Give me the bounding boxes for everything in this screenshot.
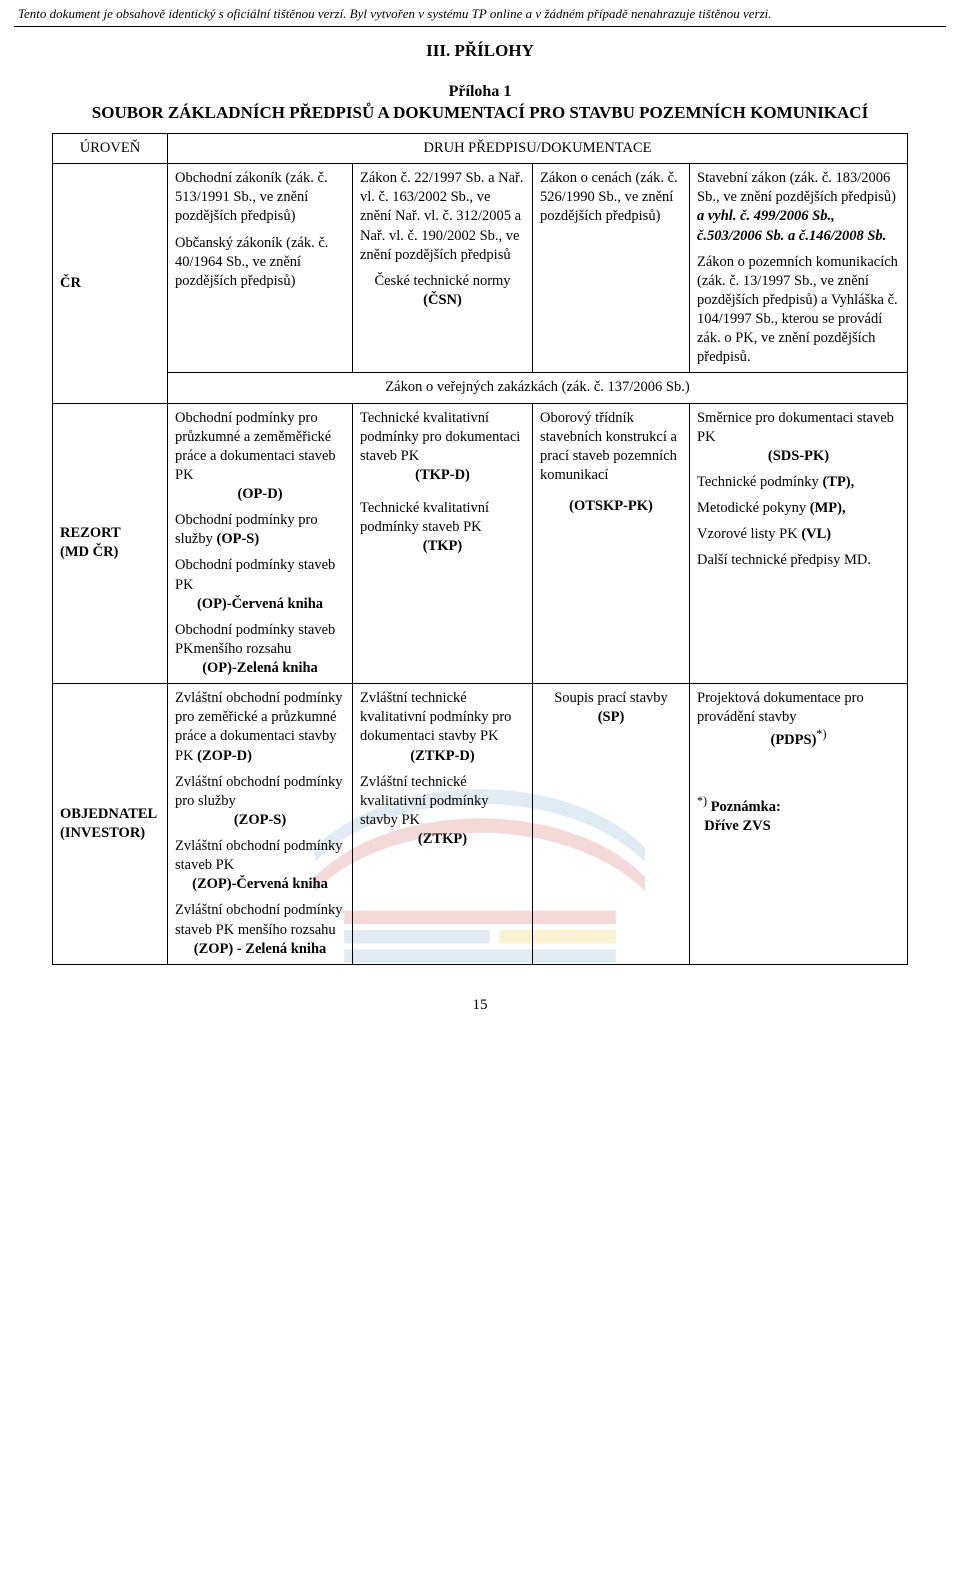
ob-c3-p1a: Soupis prací stavby xyxy=(540,689,682,708)
cr-c4-p1b: a vyhl. č. 499/2006 Sb., č.503/2006 Sb. … xyxy=(697,208,886,243)
ob-c2-p1b: (ZTKP-D) xyxy=(410,748,474,764)
cr-c1-p1: Obchodní zákoník (zák. č. 513/1991 Sb., … xyxy=(175,169,345,226)
rz-c3-p1b: (OTSKP-PK) xyxy=(569,498,653,514)
rz-c4-p3a: Metodické pokyny xyxy=(697,500,810,516)
rz-c4-p4b: (VL) xyxy=(801,526,831,542)
rz-c4-p3b: (MP), xyxy=(810,500,846,516)
cr-c2-p1: Zákon č. 22/1997 Sb. a Nař. vl. č. 163/2… xyxy=(360,169,525,265)
rz-c4-p4a: Vzorové listy PK xyxy=(697,526,801,542)
ob-c1-p2a: Zvláštní obchodní podmínky pro služby xyxy=(175,773,345,811)
section-title: III. PŘÍLOHY xyxy=(52,41,908,61)
cr-cell-1: Obchodní zákoník (zák. č. 513/1991 Sb., … xyxy=(168,164,353,373)
page-number: 15 xyxy=(52,997,908,1014)
ob-c2-p2a: Zvláštní technické kvalitativní podmínky… xyxy=(360,773,525,830)
rezort-b: (MD ČR) xyxy=(60,544,118,560)
rz-c4-p1b: (SDS-PK) xyxy=(768,448,829,464)
main-title: SOUBOR ZÁKLADNÍCH PŘEDPISŮ A DOKUMENTACÍ… xyxy=(52,103,908,123)
level-rezort: REZORT (MD ČR) xyxy=(53,403,168,684)
ob-cell-4: Projektová dokumentace pro provádění sta… xyxy=(690,684,908,965)
rz-c1-p1b: (OP-D) xyxy=(237,486,282,502)
rz-c4-p1a: Směrnice pro dokumentaci staveb PK xyxy=(697,409,900,447)
ob-cell-1: Zvláštní obchodní podmínky pro zeměřické… xyxy=(168,684,353,965)
rz-cell-4: Směrnice pro dokumentaci staveb PK (SDS-… xyxy=(690,403,908,684)
notice-text: Tento dokument je obsahově identický s o… xyxy=(0,0,960,26)
rz-cell-1: Obchodní podmínky pro průzkumné a zeměmě… xyxy=(168,403,353,684)
cr-cell-3: Zákon o cenách (zák. č. 526/1990 Sb., ve… xyxy=(533,164,690,373)
main-table: ÚROVEŇ DRUH PŘEDPISU/DOKUMENTACE ČR Obch… xyxy=(52,133,908,965)
footnote: *) Poznámka: Dříve ZVS xyxy=(697,794,900,836)
rz-c4-p2b: (TP), xyxy=(822,474,854,490)
ob-c1-p3a: Zvláštní obchodní podmínky staveb PK xyxy=(175,837,345,875)
footnote-body: Dříve ZVS xyxy=(704,818,770,834)
ob-c2-p2b: (ZTKP) xyxy=(418,831,467,847)
ob-c1-p4b: (ZOP) - Zelená kniha xyxy=(194,941,327,957)
rz-c4-p5: Další technické předpisy MD. xyxy=(697,551,900,570)
rz-c2-p2b: (TKP) xyxy=(423,538,462,554)
ob-c2-p1a: Zvláštní technické kvalitativní podmínky… xyxy=(360,689,525,746)
ob-c4-p1b: (PDPS) xyxy=(771,732,817,748)
header-doc: DRUH PŘEDPISU/DOKUMENTACE xyxy=(168,134,908,164)
appendix-label: Příloha 1 xyxy=(52,83,908,101)
rz-c1-p4a: Obchodní podmínky staveb PKmenšího rozsa… xyxy=(175,621,345,659)
rz-c1-p3a: Obchodní podmínky staveb PK xyxy=(175,556,345,594)
ob-c1-p3b: (ZOP)-Červená kniha xyxy=(192,876,328,892)
cr-c4-p2: Zákon o pozemních komunikacích (zák. č. … xyxy=(697,253,900,368)
level-objednatel: OBJEDNATEL (INVESTOR) xyxy=(53,684,168,965)
ob-c1-p1b: (ZOP-D) xyxy=(197,748,252,764)
header-level: ÚROVEŇ xyxy=(53,134,168,164)
ob-cell-2: Zvláštní technické kvalitativní podmínky… xyxy=(353,684,533,965)
cr-cell-2: Zákon č. 22/1997 Sb. a Nař. vl. č. 163/2… xyxy=(353,164,533,373)
cr-c1-p2: Občanský zákoník (zák. č. 40/1964 Sb., v… xyxy=(175,234,345,291)
obj-a: OBJEDNATEL xyxy=(60,806,157,822)
rz-c1-p4b: (OP)-Zelená kniha xyxy=(202,660,318,676)
obj-b: (INVESTOR) xyxy=(60,825,145,841)
cr-c3-p1: Zákon o cenách (zák. č. 526/1990 Sb., ve… xyxy=(540,169,682,226)
ob-c3-p1b: (SP) xyxy=(598,709,625,725)
rz-c1-p3b: (OP)-Červená kniha xyxy=(197,596,323,612)
ob-c1-p4a: Zvláštní obchodní podmínky staveb PK men… xyxy=(175,901,345,939)
rz-c4-p2a: Technické podmínky xyxy=(697,474,822,490)
level-cr: ČR xyxy=(53,164,168,403)
rz-c3-p1a: Oborový třídník stavebních konstrukcí a … xyxy=(540,409,682,486)
ob-cell-3: Soupis prací stavby (SP) xyxy=(533,684,690,965)
rz-c1-p2b: (OP-S) xyxy=(216,531,259,547)
rezort-a: REZORT xyxy=(60,525,121,541)
ob-c1-p2b: (ZOP-S) xyxy=(234,812,286,828)
footnote-label: Poznámka: xyxy=(707,799,781,815)
rz-c2-p2a: Technické kvalitativní podmínky staveb P… xyxy=(360,499,525,537)
cr-c4-p1a: Stavební zákon (zák. č. 183/2006 Sb., ve… xyxy=(697,170,896,205)
rz-c1-p1a: Obchodní podmínky pro průzkumné a zeměmě… xyxy=(175,409,345,486)
rz-c2-p1a: Technické kvalitativní podmínky pro doku… xyxy=(360,409,525,466)
footnote-marker: *) xyxy=(697,794,707,808)
rz-cell-3: Oborový třídník stavebních konstrukcí a … xyxy=(533,403,690,684)
cr-c2-p2a: České technické normy xyxy=(374,273,510,289)
rz-cell-2: Technické kvalitativní podmínky pro doku… xyxy=(353,403,533,684)
cr-c2-p2b: (ČSN) xyxy=(423,292,462,308)
zakon-row: Zákon o veřejných zakázkách (zák. č. 137… xyxy=(168,373,908,403)
ob-c4-p1: Projektová dokumentace pro provádění sta… xyxy=(697,689,900,727)
rz-c2-p1b: (TKP-D) xyxy=(415,467,470,483)
cr-c2-p2: České technické normy (ČSN) xyxy=(360,272,525,310)
ob-c4-p1c: *) xyxy=(816,727,826,741)
top-rule xyxy=(14,26,946,27)
cr-cell-4: Stavební zákon (zák. č. 183/2006 Sb., ve… xyxy=(690,164,908,373)
